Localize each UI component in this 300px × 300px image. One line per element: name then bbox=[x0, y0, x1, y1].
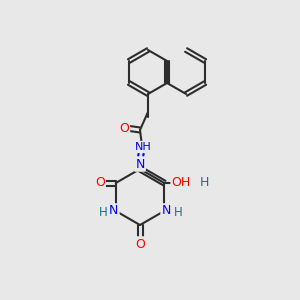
Text: H: H bbox=[174, 206, 183, 220]
Text: N: N bbox=[162, 205, 171, 218]
Text: H: H bbox=[200, 176, 209, 188]
Text: OH: OH bbox=[172, 176, 191, 190]
Text: H: H bbox=[98, 206, 107, 220]
Text: NH: NH bbox=[135, 142, 152, 152]
Text: O: O bbox=[135, 238, 145, 250]
Text: N: N bbox=[135, 158, 145, 170]
Text: O: O bbox=[119, 122, 129, 134]
Text: O: O bbox=[95, 176, 105, 190]
Text: N: N bbox=[109, 205, 119, 218]
